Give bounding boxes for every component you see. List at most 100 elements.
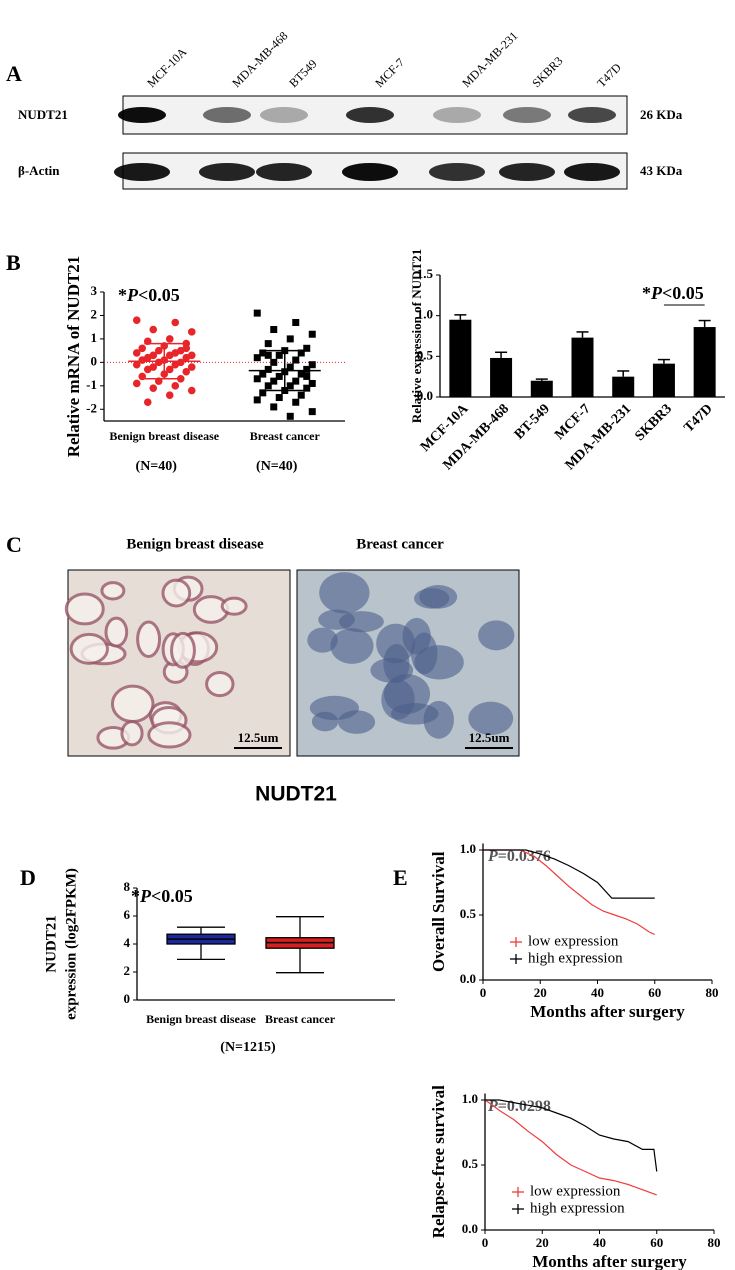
x-tick-label: Breast cancer [265,1012,336,1026]
point [253,375,261,383]
y-tick-label: 8 [124,879,131,894]
point [303,384,311,392]
blot-name: β-Actin [18,163,60,178]
panel-label: B [6,250,21,275]
y-tick-label: 0 [124,991,131,1006]
point [286,335,294,343]
annotation-part: P [139,886,152,906]
band [114,163,170,181]
band [118,107,166,123]
point [154,346,163,355]
annotation: P=0.0376 [487,848,551,865]
nest [384,673,431,714]
band [346,107,394,123]
x-tick-label: 40 [591,985,604,1000]
point [292,356,300,364]
panel-label: C [6,532,22,557]
annotation-part: P [650,283,663,303]
band [342,163,398,181]
x-tick-label: 0 [482,1235,489,1250]
point [171,382,180,390]
annotation-part: P [126,285,139,305]
bar [571,337,594,397]
annotation-part: * [642,283,651,303]
gland [100,581,126,601]
y-tick-label: 0 [91,353,98,368]
blot-bands [114,107,620,181]
point [275,351,283,359]
annotation: *P<0.05 [131,886,193,906]
bar [530,380,553,397]
point [264,351,272,359]
x-axis-label: Months after surgery [532,1252,687,1270]
point [292,318,300,326]
y-tick-label: 1.0 [417,307,433,322]
point [171,360,180,369]
point [308,379,316,387]
blot-size: 26 KDa [640,107,683,122]
y-tick-label: 1.0 [460,841,476,856]
y-tick-label: 0.0 [460,971,476,986]
gland [205,670,235,698]
point [275,372,283,380]
point [132,379,141,388]
point [286,382,294,390]
group-size: (N=40) [136,459,178,474]
image-title: Breast cancer [356,536,444,552]
annotation: *P<0.05 [118,285,180,305]
point [303,372,311,380]
survival-curve [484,1099,657,1196]
nest [339,611,384,633]
y-tick-label: 1.0 [462,1091,478,1106]
bar [490,357,513,397]
band [256,163,312,181]
y-tick-label: 2 [91,306,98,321]
gland [161,578,192,608]
annotation-part: <0.05 [151,886,193,906]
y-tick-label: 3 [91,283,98,298]
bar [693,327,716,397]
point [165,351,174,360]
y-axis-label: Relative expression of NUDT21 [409,249,424,423]
y-tick-label: 1 [91,330,98,345]
point [187,328,196,336]
band [203,107,251,123]
gland [120,720,144,747]
annotation-part: P [487,1098,498,1115]
y-tick-label: -2 [86,400,97,415]
point [182,353,191,362]
annotation-part: =0.0298 [498,1098,551,1115]
nest [414,645,464,680]
point [187,363,196,371]
gland [64,592,105,626]
gland [170,631,196,669]
point [143,365,152,374]
band [499,163,555,181]
point [143,398,152,407]
band [503,107,551,123]
point [308,330,316,338]
point [138,344,147,353]
point [264,382,272,390]
x-tick-label: 40 [593,1235,606,1250]
point [264,365,272,373]
band [564,163,620,181]
legend-label: high expression [530,1200,625,1216]
x-tick-label: 20 [536,1235,549,1250]
point [286,363,294,371]
x-tick-label: Breast cancer [250,429,321,443]
ihc-texture [64,572,515,750]
point [182,367,191,376]
group-size: (N=40) [256,459,298,474]
point [253,309,261,317]
point [297,349,305,357]
x-tick-label: Benign breast disease [146,1012,256,1026]
point [132,316,141,324]
point [253,396,261,404]
nest [307,627,338,653]
point [187,386,196,395]
y-tick-label: 0.5 [417,347,434,362]
nest [311,711,339,732]
point [270,377,278,385]
gland [136,620,162,659]
